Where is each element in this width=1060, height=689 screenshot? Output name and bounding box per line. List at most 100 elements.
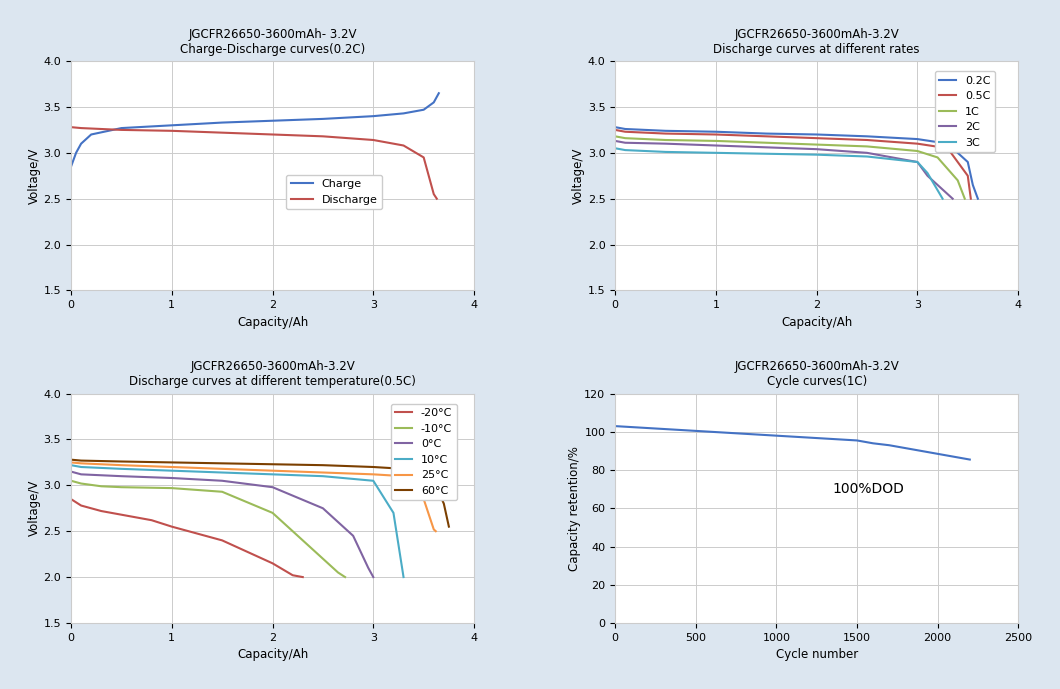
0°C [266, 483, 279, 491]
25°C [216, 464, 229, 473]
3C [921, 169, 934, 177]
10°C [387, 508, 400, 517]
Title: JGCFR26650-3600mAh-3.2V
Discharge curves at different temperature(0.5C): JGCFR26650-3600mAh-3.2V Discharge curves… [129, 360, 416, 389]
X-axis label: Capacity/Ah: Capacity/Ah [781, 316, 852, 329]
25°C [65, 458, 77, 466]
Y-axis label: Voltage/V: Voltage/V [28, 147, 40, 204]
10°C [116, 464, 128, 473]
0.5C [760, 132, 773, 141]
60°C [398, 464, 410, 473]
0°C [347, 532, 359, 540]
3C [936, 194, 949, 203]
0.5C [941, 144, 954, 152]
60°C [367, 463, 379, 471]
1C [810, 141, 823, 149]
-10°C [306, 546, 319, 554]
3C [709, 149, 722, 157]
Line: 2C: 2C [615, 141, 953, 198]
-10°C [216, 488, 229, 496]
Y-axis label: Voltage/V: Voltage/V [572, 147, 585, 204]
-10°C [332, 568, 344, 577]
Title: JGCFR26650-3600mAh-3.2V
Discharge curves at different rates: JGCFR26650-3600mAh-3.2V Discharge curves… [713, 28, 920, 56]
Title: JGCFR26650-3600mAh-3.2V
Cycle curves(1C): JGCFR26650-3600mAh-3.2V Cycle curves(1C) [735, 360, 899, 389]
10°C [317, 472, 330, 480]
10°C [392, 541, 405, 549]
0.2C [709, 127, 722, 136]
1C [861, 143, 873, 151]
Line: 60°C: 60°C [71, 460, 448, 526]
2C [921, 172, 934, 180]
0°C [75, 470, 88, 478]
0.2C [861, 132, 873, 141]
0.5C [965, 194, 977, 203]
0.2C [608, 123, 621, 132]
0.5C [608, 126, 621, 134]
10°C [266, 470, 279, 478]
2C [810, 145, 823, 154]
Legend: Charge, Discharge: Charge, Discharge [286, 175, 382, 209]
X-axis label: Capacity/Ah: Capacity/Ah [237, 648, 308, 661]
Legend: 0.2C, 0.5C, 1C, 2C, 3C: 0.2C, 0.5C, 1C, 2C, 3C [935, 71, 995, 152]
3C [619, 146, 632, 154]
X-axis label: Cycle number: Cycle number [776, 648, 858, 661]
25°C [165, 463, 178, 471]
0°C [216, 477, 229, 485]
Line: -20°C: -20°C [71, 499, 303, 577]
0.5C [861, 136, 873, 144]
2C [760, 143, 773, 152]
Line: 3C: 3C [615, 148, 942, 198]
0.2C [941, 140, 954, 148]
Line: 0.2C: 0.2C [615, 127, 978, 198]
1C [709, 137, 722, 145]
60°C [442, 522, 455, 531]
-20°C [145, 516, 158, 524]
1C [931, 153, 943, 161]
1C [659, 136, 672, 144]
-10°C [266, 508, 279, 517]
10°C [398, 573, 410, 582]
2C [911, 158, 923, 166]
-10°C [95, 482, 108, 491]
0.5C [911, 140, 923, 148]
3C [608, 144, 621, 152]
60°C [75, 456, 88, 464]
3C [659, 147, 672, 156]
0°C [116, 472, 128, 480]
0°C [65, 467, 77, 475]
25°C [429, 527, 442, 535]
60°C [438, 500, 450, 508]
60°C [165, 458, 178, 466]
Line: 0.5C: 0.5C [615, 130, 971, 198]
60°C [216, 459, 229, 467]
Line: -10°C: -10°C [71, 481, 346, 577]
X-axis label: Capacity/Ah: Capacity/Ah [237, 316, 308, 329]
1C [951, 176, 964, 185]
1C [619, 134, 632, 143]
25°C [398, 472, 410, 480]
2C [659, 140, 672, 148]
10°C [216, 469, 229, 477]
Y-axis label: Capacity retention/%: Capacity retention/% [568, 446, 582, 570]
3C [861, 152, 873, 161]
60°C [317, 461, 330, 469]
-10°C [339, 573, 352, 582]
1C [760, 138, 773, 147]
Line: 25°C: 25°C [71, 462, 436, 531]
25°C [116, 461, 128, 469]
-20°C [216, 536, 229, 544]
25°C [367, 470, 379, 478]
0.2C [967, 181, 979, 189]
Line: 1C: 1C [615, 136, 965, 198]
-10°C [65, 477, 77, 485]
0.5C [961, 172, 974, 180]
Text: 100%DOD: 100%DOD [833, 482, 904, 496]
60°C [65, 455, 77, 464]
Line: 0°C: 0°C [71, 471, 373, 577]
-20°C [286, 571, 299, 579]
-20°C [95, 507, 108, 515]
Title: JGCFR26650-3600mAh- 3.2V
Charge-Discharge curves(0.2C): JGCFR26650-3600mAh- 3.2V Charge-Discharg… [180, 28, 366, 56]
25°C [317, 469, 330, 477]
Y-axis label: Voltage/V: Voltage/V [28, 480, 40, 537]
2C [709, 141, 722, 150]
-20°C [297, 573, 310, 582]
